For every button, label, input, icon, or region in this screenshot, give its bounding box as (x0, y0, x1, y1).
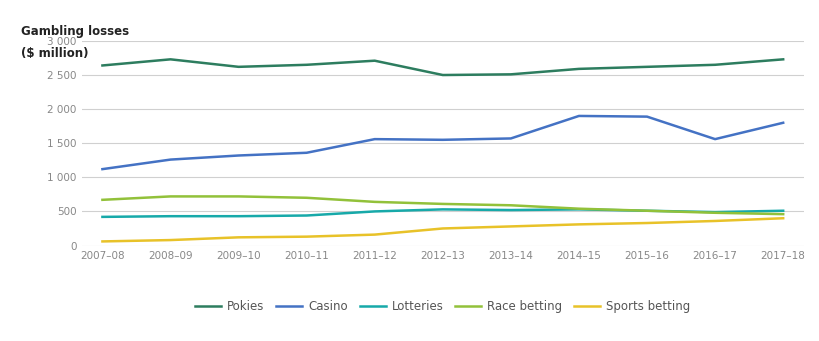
Text: ($ million): ($ million) (20, 47, 88, 60)
Line: Sports betting: Sports betting (102, 218, 782, 241)
Sports betting (641, 221, 651, 225)
Line: Pokies: Pokies (102, 59, 782, 75)
Race betting (437, 202, 447, 206)
Lotteries (641, 209, 651, 213)
Line: Lotteries: Lotteries (102, 209, 782, 217)
Lotteries (301, 213, 311, 218)
Casino (573, 114, 583, 118)
Text: Gambling losses: Gambling losses (20, 25, 129, 38)
Lotteries (233, 214, 243, 218)
Lotteries (573, 207, 583, 211)
Sports betting (97, 239, 107, 243)
Casino (165, 158, 175, 162)
Casino (233, 153, 243, 158)
Sports betting (369, 233, 379, 237)
Casino (301, 151, 311, 155)
Race betting (369, 200, 379, 204)
Sports betting (437, 226, 447, 231)
Casino (641, 115, 651, 119)
Casino (369, 137, 379, 141)
Pokies (97, 63, 107, 68)
Pokies (777, 57, 787, 61)
Sports betting (233, 235, 243, 239)
Pokies (709, 63, 719, 67)
Pokies (165, 57, 175, 61)
Sports betting (777, 216, 787, 220)
Race betting (97, 198, 107, 202)
Race betting (301, 196, 311, 200)
Lotteries (777, 209, 787, 213)
Pokies (369, 59, 379, 63)
Lotteries (437, 207, 447, 211)
Race betting (165, 194, 175, 198)
Sports betting (165, 238, 175, 242)
Lotteries (165, 214, 175, 218)
Sports betting (573, 222, 583, 226)
Race betting (573, 207, 583, 211)
Sports betting (505, 224, 515, 228)
Race betting (709, 211, 719, 215)
Pokies (505, 72, 515, 76)
Lotteries (369, 209, 379, 213)
Lotteries (709, 210, 719, 214)
Casino (97, 167, 107, 171)
Race betting (233, 194, 243, 198)
Pokies (233, 65, 243, 69)
Lotteries (505, 208, 515, 212)
Line: Race betting: Race betting (102, 196, 782, 214)
Casino (505, 136, 515, 140)
Race betting (777, 212, 787, 216)
Line: Casino: Casino (102, 116, 782, 169)
Legend: Pokies, Casino, Lotteries, Race betting, Sports betting: Pokies, Casino, Lotteries, Race betting,… (191, 295, 694, 317)
Sports betting (709, 219, 719, 223)
Race betting (641, 209, 651, 213)
Pokies (437, 73, 447, 77)
Pokies (641, 65, 651, 69)
Pokies (573, 67, 583, 71)
Casino (437, 138, 447, 142)
Lotteries (97, 215, 107, 219)
Casino (777, 121, 787, 125)
Casino (709, 137, 719, 141)
Race betting (505, 203, 515, 207)
Sports betting (301, 235, 311, 239)
Pokies (301, 63, 311, 67)
